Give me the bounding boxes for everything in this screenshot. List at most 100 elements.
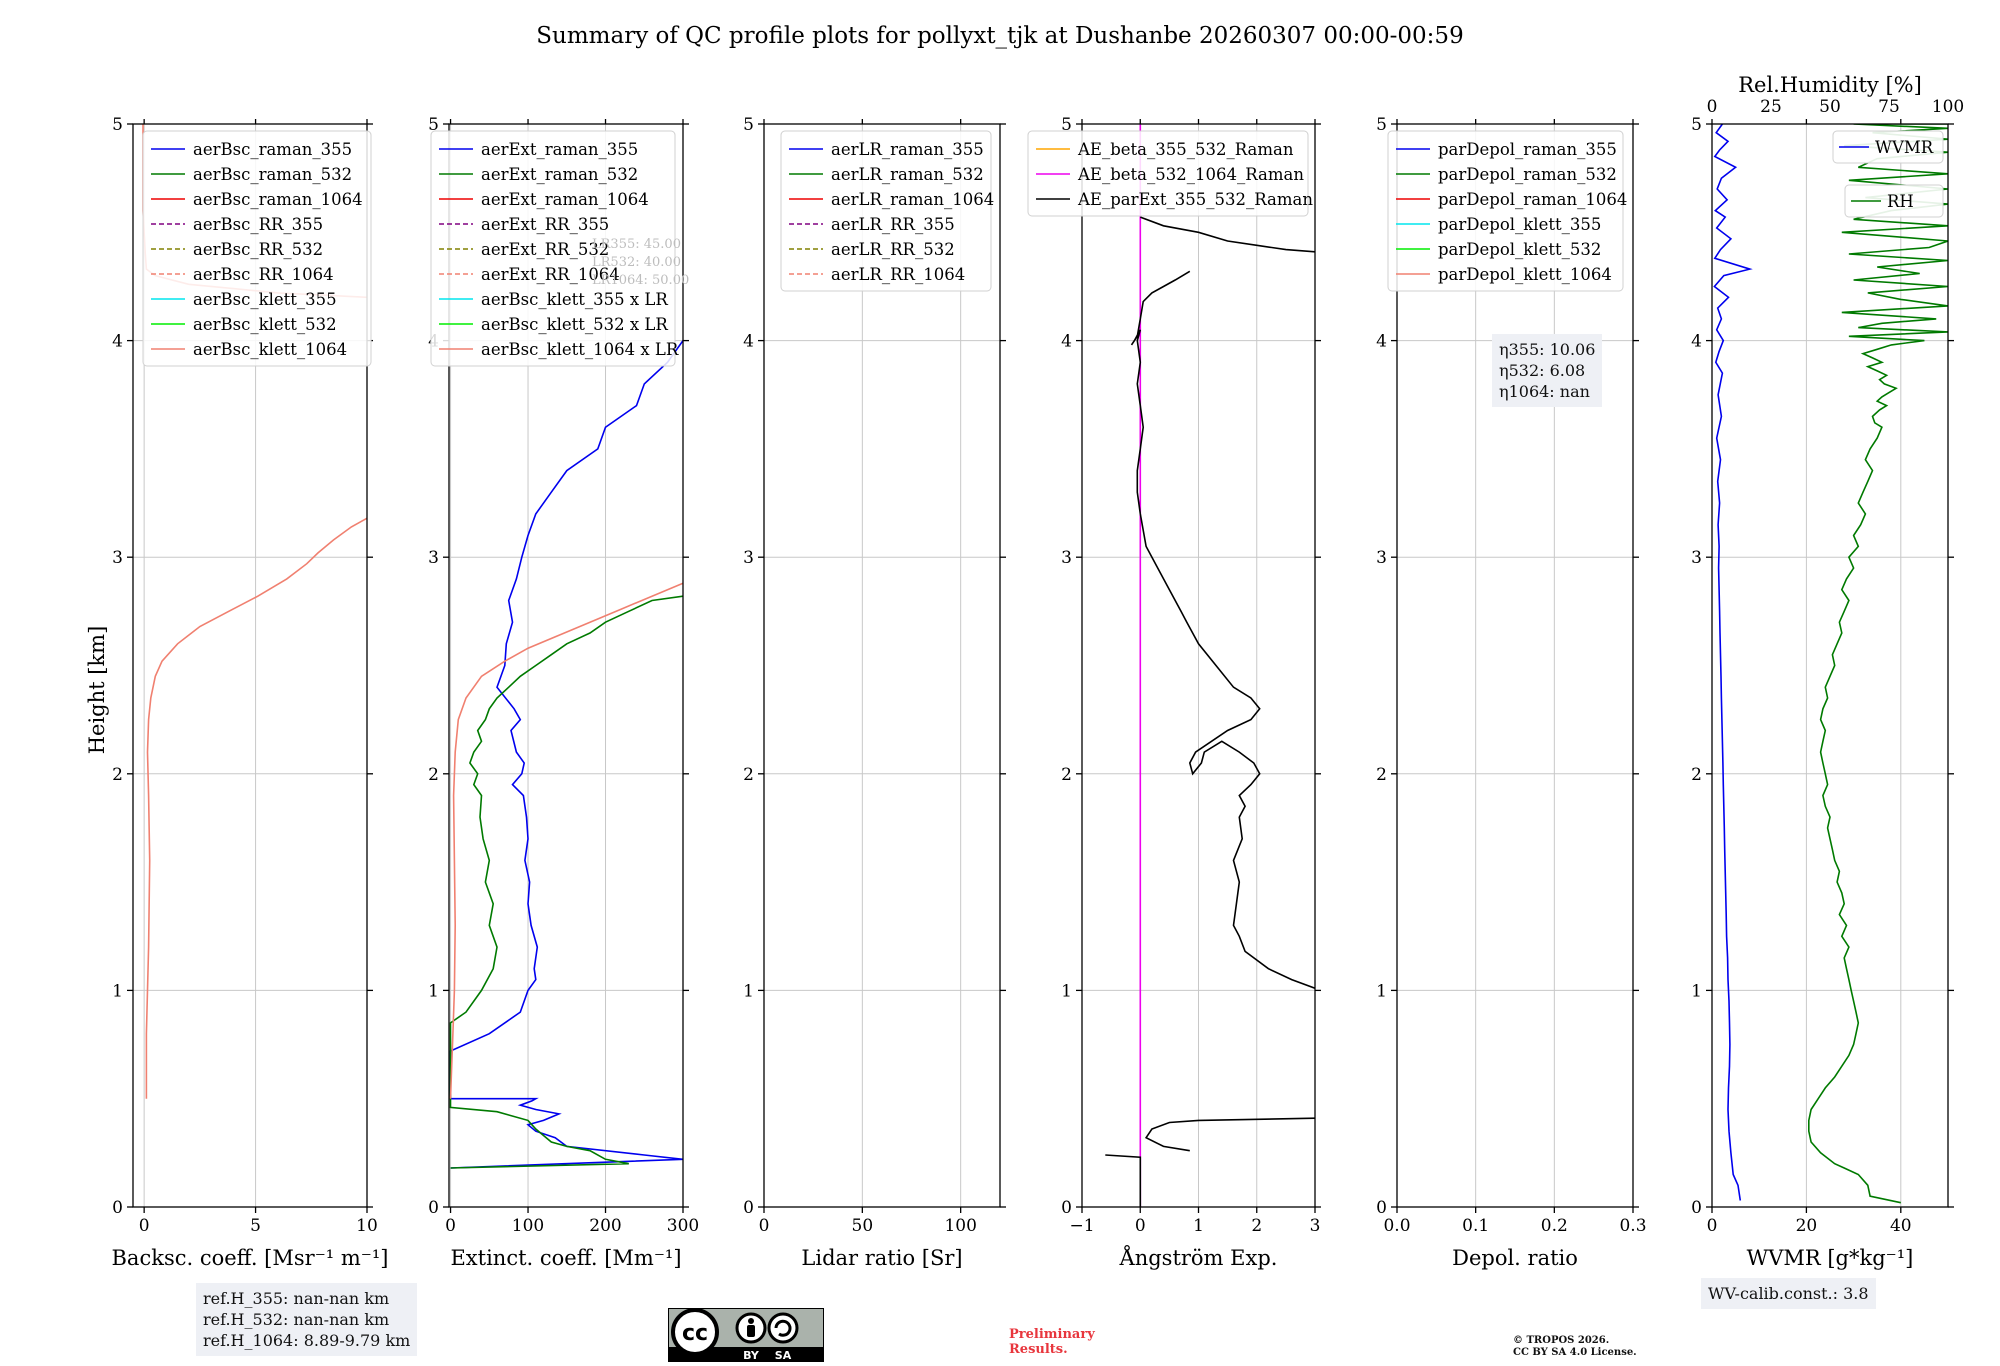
- series-line-ext_355: [449, 340, 683, 1169]
- series-line-AE_parExt_main: [1130, 270, 1315, 990]
- x-tick-label: −1: [1069, 1216, 1094, 1236]
- preliminary-results-note: Preliminary Results.: [1009, 1327, 1095, 1357]
- legend-label: parDepol_klett_1064: [1438, 265, 1612, 284]
- x2-tick-label: 0: [1707, 97, 1718, 117]
- x-axis-label: Depol. ratio: [1452, 1246, 1578, 1270]
- eta-532: η532: 6.08: [1499, 361, 1586, 380]
- legend: AE_beta_355_532_Raman AE_beta_532_1064_Ra…: [1027, 130, 1313, 217]
- legend-label: AE_beta_532_1064_Raman: [1077, 165, 1304, 184]
- y-tick-label: 2: [112, 765, 123, 785]
- x-tick-label: 2: [1251, 1216, 1262, 1236]
- y-tick-label: 3: [112, 548, 123, 568]
- x2-tick-label: 50: [1819, 97, 1841, 117]
- legend-label: parDepol_klett_355: [1438, 215, 1601, 234]
- y-tick-label: 0: [1691, 1198, 1702, 1218]
- x2-axis-label: Rel.Humidity [%]: [1738, 73, 1922, 97]
- y-tick-label: 0: [1376, 1198, 1387, 1218]
- x-tick-label: 0.1: [1462, 1216, 1489, 1236]
- y-tick-label: 4: [1061, 332, 1072, 352]
- copyright-line-1: © TROPOS 2026.: [1513, 1335, 1610, 1346]
- y-tick-label: 0: [743, 1198, 754, 1218]
- panel-lidar_ratio: 0 50 100 0 1 2 3 4 5 Lidar ratio [Sr] aerLR_raman_…: [743, 115, 1006, 1270]
- x-tick-label: 50: [852, 1216, 874, 1236]
- lr-annotation: LR355: 45.00 LR532: 40.00 LR1064: 50.00: [592, 237, 689, 288]
- legend-label: aerLR_raman_1064: [831, 190, 994, 209]
- cc-by-sa-icon: cc BY SA: [667, 1307, 825, 1363]
- legend-label: aerBsc_klett_355 x LR: [481, 290, 668, 309]
- legend-label: parDepol_klett_532: [1438, 240, 1601, 259]
- legend-box: [142, 130, 372, 367]
- legend-label: aerExt_raman_532: [481, 165, 638, 184]
- legend: aerLR_raman_355 aerLR_raman_532 aerLR_rama…: [780, 130, 994, 292]
- x-tick-label: 0: [1707, 1216, 1718, 1236]
- legend-label: aerBsc_RR_355: [193, 215, 323, 234]
- cc-logo-text: cc: [682, 1321, 708, 1346]
- legend-label: aerLR_RR_1064: [831, 265, 965, 284]
- y-tick-label: 3: [743, 548, 754, 568]
- legend-label: WVMR: [1875, 138, 1934, 157]
- copyright-line-2: CC BY SA 4.0 License.: [1513, 1347, 1637, 1358]
- x-tick-label: 0: [139, 1216, 150, 1236]
- y-tick-label: 5: [1691, 115, 1702, 135]
- ref-height-532: ref.H_532: nan-nan km: [203, 1310, 390, 1329]
- series-line-ext_klett_1064: [449, 582, 683, 1099]
- legend-label: AE_parExt_355_532_Raman: [1077, 190, 1313, 209]
- axes-frame: [132, 123, 368, 1208]
- legend-label: aerExt_raman_1064: [481, 190, 649, 209]
- preliminary-line-2: Results.: [1009, 1342, 1068, 1357]
- panel-depol: 0.0 0.1 0.2 0.3 0 1 2 3 4 5 Depol. ratio parDepol_r…: [1376, 115, 1646, 1270]
- axes-frame: [763, 123, 1001, 1208]
- legend-label: parDepol_raman_355: [1438, 140, 1617, 159]
- panel-backscatter: 0 5 10 0 1 2 3 4 5 Backsc. coeff. [Msr⁻¹ m⁻¹] aerB…: [112, 115, 389, 1270]
- x-tick-label: 0: [445, 1216, 456, 1236]
- ref-height-355: ref.H_355: nan-nan km: [203, 1289, 390, 1308]
- eta-355: η355: 10.06: [1499, 340, 1596, 359]
- legend-label: aerExt_RR_532: [481, 240, 609, 259]
- x-tick-label: 0.3: [1619, 1216, 1646, 1236]
- y-tick-label: 1: [428, 981, 439, 1001]
- legend-label: parDepol_raman_1064: [1438, 190, 1627, 209]
- y-tick-label: 3: [1691, 548, 1702, 568]
- lr-note-line: LR1064: 50.00: [592, 273, 689, 288]
- legend: aerBsc_raman_355 aerBsc_raman_532 aerBsc_r…: [142, 130, 372, 367]
- series-line-aerBsc_klett_1064: [145, 517, 367, 1099]
- legend-label: AE_beta_355_532_Raman: [1077, 140, 1294, 159]
- legend-label: aerBsc_RR_532: [193, 240, 323, 259]
- x-tick-label: 0.0: [1383, 1216, 1410, 1236]
- copyright-note: © TROPOS 2026. CC BY SA 4.0 License.: [1513, 1335, 1637, 1359]
- y-tick-label: 1: [112, 981, 123, 1001]
- legend: parDepol_raman_355 parDepol_raman_532 parD…: [1387, 130, 1627, 292]
- y-tick-label: 2: [743, 765, 754, 785]
- y-tick-label: 0: [112, 1198, 123, 1218]
- legend-label: aerExt_raman_355: [481, 140, 638, 159]
- y-tick-label: 0: [1061, 1198, 1072, 1218]
- panel-extinction: 0100200300012345Extinct. coeff. [Mm⁻¹]ae…: [428, 115, 699, 1270]
- x-tick-label: 100: [512, 1216, 544, 1236]
- cc-sa-label: SA: [775, 1349, 792, 1362]
- x-tick-label: 100: [944, 1216, 976, 1236]
- cc-by-label: BY: [743, 1349, 760, 1362]
- panel-wvmr_rh: 0 20 40 0 1 2 3 4 5 WVMR [g*kg⁻¹] 0 25 50 75 100 Rel.Hu…: [1691, 73, 1964, 1270]
- legend-label: parDepol_raman_532: [1438, 165, 1617, 184]
- series-line-AE_parExt_top: [1140, 216, 1315, 253]
- y-tick-label: 3: [428, 548, 439, 568]
- series-line-RH: [1808, 124, 1948, 1204]
- legend-box-WVMR: [1832, 130, 1944, 164]
- legend-box-RH: [1844, 184, 1944, 218]
- series-line-AE_parExt_low: [1105, 1154, 1142, 1207]
- x-tick-label: 1: [1193, 1216, 1204, 1236]
- lr-note-line: LR355: 45.00: [592, 237, 681, 252]
- x2-tick-label: 25: [1760, 97, 1782, 117]
- x-tick-label: 0: [1135, 1216, 1146, 1236]
- y-tick-label: 2: [1691, 765, 1702, 785]
- x-axis-label: Lidar ratio [Sr]: [801, 1246, 962, 1270]
- legend-label: aerBsc_klett_532: [193, 315, 337, 334]
- y-tick-label: 4: [1376, 332, 1387, 352]
- legend-label: aerBsc_klett_355: [193, 290, 337, 309]
- y-tick-label: 4: [1691, 332, 1702, 352]
- y-tick-label: 3: [1376, 548, 1387, 568]
- series-group: [449, 340, 683, 1169]
- legend-label: aerExt_RR_355: [481, 215, 609, 234]
- y-tick-label: 3: [1061, 548, 1072, 568]
